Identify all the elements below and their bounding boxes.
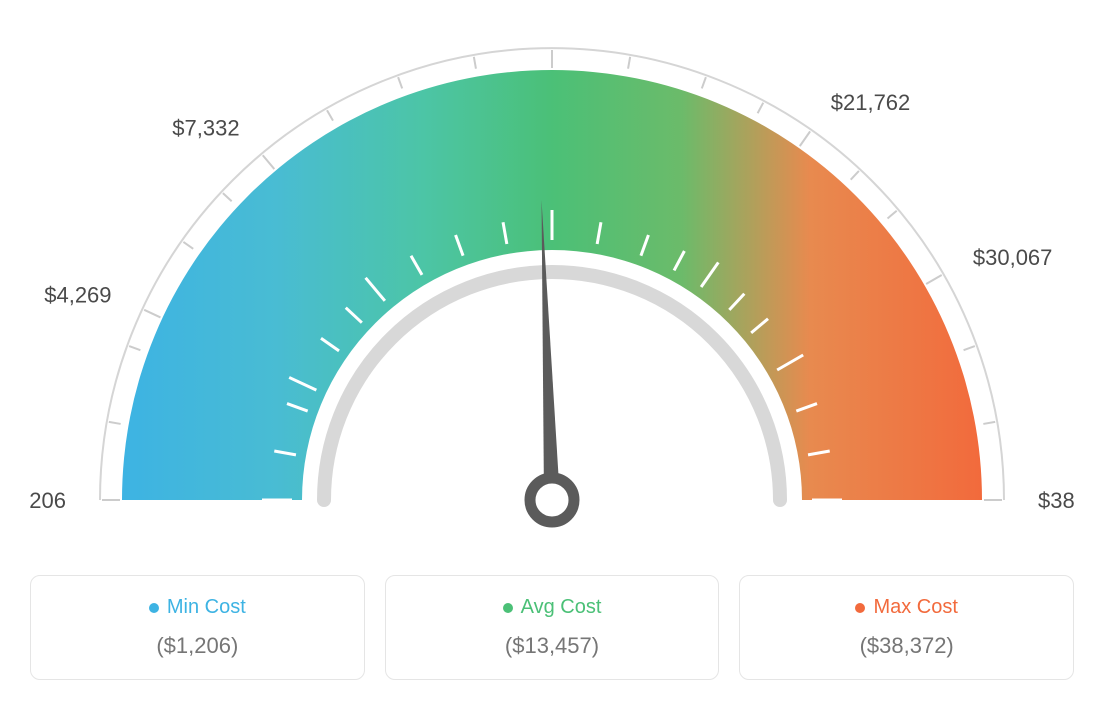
gauge-tick-label: $21,762: [831, 90, 911, 115]
legend-label-text: Min Cost: [167, 596, 246, 619]
legend-value: ($1,206): [156, 633, 238, 659]
legend-card-avg: Avg Cost ($13,457): [385, 575, 720, 680]
cost-gauge-container: $1,206$4,269$7,332$13,457$21,762$30,067$…: [30, 30, 1074, 680]
legend-card-min: Min Cost ($1,206): [30, 575, 365, 680]
legend-dot-icon: [855, 603, 865, 613]
gauge-tick-label: $7,332: [172, 116, 239, 141]
legend-label-text: Max Cost: [873, 596, 957, 619]
legend-label: Max Cost: [855, 596, 957, 619]
legend-card-max: Max Cost ($38,372): [739, 575, 1074, 680]
gauge-tick-label: $1,206: [30, 488, 66, 513]
gauge-tick-label: $30,067: [973, 245, 1053, 270]
legend-dot-icon: [503, 603, 513, 613]
legend-value: ($38,372): [860, 633, 954, 659]
legend-label: Avg Cost: [503, 596, 602, 619]
gauge-tick-label: $38,372: [1038, 488, 1074, 513]
legend-dot-icon: [149, 603, 159, 613]
gauge-svg: $1,206$4,269$7,332$13,457$21,762$30,067$…: [30, 30, 1074, 550]
legend-label-text: Avg Cost: [521, 596, 602, 619]
legend-row: Min Cost ($1,206) Avg Cost ($13,457) Max Cos…: [30, 575, 1074, 680]
legend-label: Min Cost: [149, 596, 246, 619]
gauge-chart: $1,206$4,269$7,332$13,457$21,762$30,067$…: [30, 30, 1074, 555]
gauge-tick-label: $4,269: [44, 283, 111, 308]
legend-value: ($13,457): [505, 633, 599, 659]
